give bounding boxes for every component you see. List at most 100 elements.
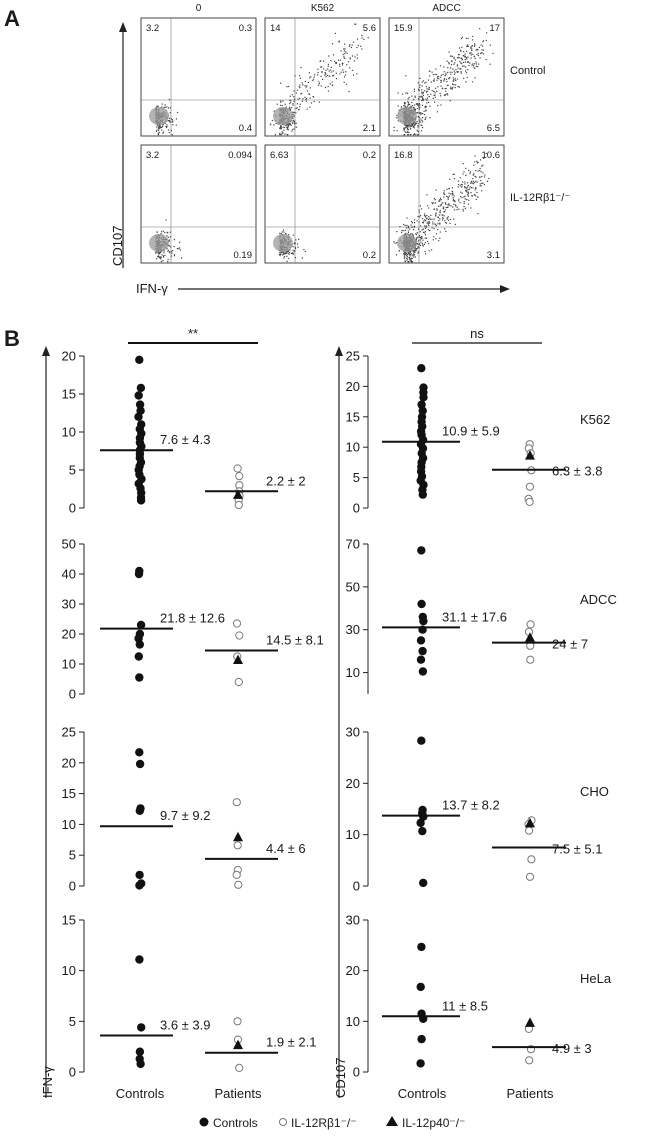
event-dot: [481, 182, 483, 184]
event-dot: [169, 236, 171, 238]
event-dot: [442, 73, 444, 76]
event-dot: [479, 185, 481, 187]
event-dot: [411, 222, 414, 224]
ifng-axis-label: IFN-γ: [136, 281, 168, 296]
event-dot: [292, 103, 294, 105]
event-dot: [309, 97, 311, 99]
event-dot: [450, 88, 452, 90]
event-dot: [446, 84, 449, 87]
event-dot: [327, 90, 329, 92]
event-dot: [420, 130, 423, 132]
event-dot: [438, 220, 440, 222]
event-dot: [433, 94, 435, 96]
event-dot: [288, 234, 290, 236]
event-dot: [457, 180, 460, 182]
event-dot: [169, 252, 171, 254]
event-dot: [443, 206, 445, 208]
event-dot: [446, 60, 448, 62]
event-dot: [291, 107, 293, 109]
event-dot: [425, 109, 427, 111]
event-dot: [285, 106, 287, 108]
event-dot: [404, 224, 406, 227]
event-dot: [302, 84, 304, 86]
event-dot: [462, 181, 464, 183]
event-dot: [446, 218, 448, 220]
event-dot: [447, 84, 449, 86]
event-dot: [286, 128, 288, 130]
event-dot: [485, 39, 487, 42]
event-dot: [461, 57, 463, 59]
event-dot: [285, 124, 288, 126]
event-dot: [167, 249, 169, 251]
event-dot: [471, 39, 474, 41]
event-dot: [448, 51, 450, 53]
event-dot: [166, 126, 168, 128]
event-dot: [360, 45, 362, 47]
event-dot: [477, 66, 479, 68]
event-dot: [449, 178, 451, 180]
event-dot: [160, 256, 162, 258]
event-dot: [459, 60, 461, 63]
event-dot: [452, 173, 454, 176]
event-dot: [462, 208, 464, 210]
event-dot: [410, 259, 412, 262]
event-dot: [288, 257, 290, 260]
event-dot: [421, 124, 423, 126]
event-dot: [308, 72, 310, 74]
event-dot: [450, 73, 452, 75]
event-dot: [331, 84, 333, 86]
event-dot: [421, 229, 423, 231]
event-dot: [403, 130, 405, 132]
event-dot: [480, 179, 482, 182]
event-dot: [470, 46, 472, 48]
y-tick-label: 0: [69, 879, 76, 894]
event-dot: [308, 93, 311, 96]
patients-summary-label: 4.9 ± 3: [552, 1041, 592, 1056]
event-dot: [297, 243, 299, 245]
event-dot: [463, 55, 465, 57]
event-dot: [427, 221, 429, 223]
event-dot: [436, 111, 438, 113]
event-dot: [334, 60, 336, 62]
event-dot: [435, 225, 438, 227]
event-dot: [409, 259, 411, 261]
y-tick-label: 10: [346, 827, 360, 842]
event-dot: [293, 122, 295, 124]
control-point: [136, 496, 146, 505]
event-dot: [464, 56, 466, 58]
event-dot: [408, 134, 410, 136]
event-dot: [482, 45, 484, 47]
event-dot: [460, 71, 462, 73]
event-dot: [425, 86, 427, 88]
event-dot: [330, 60, 332, 62]
controls-summary-label: 21.8 ± 12.6: [160, 611, 225, 626]
event-dot: [470, 181, 472, 184]
event-dot: [443, 71, 445, 73]
event-dot: [475, 65, 477, 67]
event-dot: [353, 60, 355, 62]
event-dot: [406, 259, 408, 261]
event-dot: [456, 78, 459, 80]
event-dot: [166, 125, 168, 127]
event-dot: [344, 52, 346, 55]
controls-summary-label: 10.9 ± 5.9: [442, 424, 500, 439]
event-dot: [431, 249, 433, 251]
event-dot: [413, 225, 416, 227]
event-dot: [436, 79, 438, 81]
event-dot: [406, 257, 408, 259]
event-dot: [273, 110, 275, 112]
event-dot: [416, 134, 418, 136]
event-dot: [424, 106, 426, 108]
event-dot: [325, 69, 327, 71]
row-label: IL-12Rβ1⁻/⁻: [510, 192, 570, 204]
event-dot: [418, 209, 420, 211]
event-dot: [293, 112, 295, 114]
event-dot: [330, 66, 332, 68]
event-dot: [406, 224, 408, 226]
event-dot: [344, 57, 346, 59]
event-dot: [416, 103, 418, 105]
ifng-arrowhead: [500, 285, 510, 293]
event-dot: [476, 162, 478, 164]
event-dot: [163, 250, 165, 252]
event-dot: [470, 47, 472, 49]
